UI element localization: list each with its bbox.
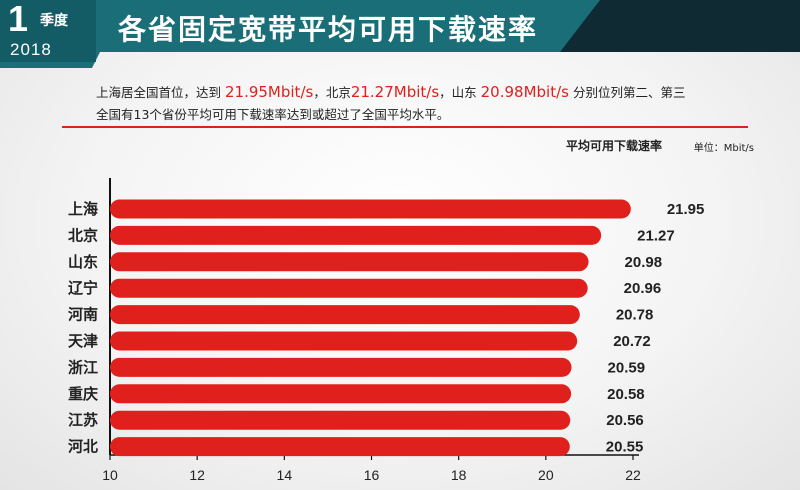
value-label: 20.58 — [607, 386, 645, 403]
desc-segment: ，北京 — [313, 85, 351, 100]
value-label: 20.59 — [608, 359, 646, 376]
x-tick-label: 20 — [538, 467, 554, 483]
year-label: 2018 — [10, 40, 52, 59]
x-tick-label: 10 — [102, 467, 118, 483]
divider-line — [62, 126, 748, 128]
category-label: 浙江 — [68, 358, 98, 376]
page-title: 各省固定宽带平均可用下载速率 — [118, 13, 539, 46]
desc-highlight-beijing: 21.27Mbit/s — [350, 83, 440, 101]
value-label: 20.78 — [616, 307, 654, 324]
bar — [110, 357, 572, 377]
value-label: 20.98 — [625, 254, 663, 271]
value-label: 20.96 — [624, 280, 662, 297]
x-tick-label: 12 — [189, 467, 205, 483]
category-label: 河北 — [68, 438, 98, 456]
x-tick-label: 16 — [364, 467, 380, 483]
value-label: 20.72 — [613, 333, 651, 350]
bar — [110, 384, 572, 404]
bar — [110, 199, 631, 219]
bar — [110, 437, 570, 457]
header-banner: 1 季度 2018 各省固定宽带平均可用下载速率 — [0, 0, 800, 68]
value-label: 21.95 — [667, 201, 705, 218]
quarter-number: 1 — [8, 0, 29, 39]
metric-label: 平均可用下载速率 — [565, 139, 662, 153]
category-label: 河南 — [68, 306, 98, 324]
category-label: 上海 — [68, 200, 98, 218]
bar — [110, 278, 588, 298]
category-label: 山东 — [68, 253, 98, 271]
bar — [110, 410, 571, 430]
bar — [110, 331, 578, 351]
category-label: 重庆 — [68, 385, 98, 403]
header-background — [0, 0, 800, 68]
value-label: 20.55 — [606, 439, 644, 456]
bar — [110, 252, 589, 272]
category-label: 北京 — [68, 226, 98, 244]
desc-highlight-shanghai: 21.95Mbit/s — [224, 83, 314, 101]
bar — [110, 305, 580, 325]
unit-label: 单位：Mbit/s — [693, 143, 754, 154]
description-line-1: 上海居全国首位，达到 21.95Mbit/s，北京21.27Mbit/s，山东 … — [96, 82, 776, 101]
value-label: 20.56 — [606, 412, 644, 429]
x-tick-label: 14 — [277, 467, 293, 483]
desc-highlight-shandong: 20.98Mbit/s — [480, 83, 569, 101]
x-tick-label: 18 — [451, 467, 467, 483]
category-label: 辽宁 — [68, 279, 98, 297]
desc-segment: 上海居全国首位，达到 — [96, 85, 225, 100]
desc-segment: ，山东 — [439, 85, 481, 100]
x-tick-label: 22 — [625, 467, 641, 483]
bar — [110, 225, 602, 245]
category-label: 江苏 — [68, 411, 98, 429]
desc-segment: 分别位列第二、第三 — [568, 85, 686, 100]
description-line-2: 全国有13个省份平均可用下载速率达到或超过了全国平均水平。 — [96, 107, 450, 122]
quarter-label: 季度 — [40, 13, 68, 29]
value-label: 21.27 — [637, 227, 675, 244]
category-label: 天津 — [68, 332, 98, 350]
